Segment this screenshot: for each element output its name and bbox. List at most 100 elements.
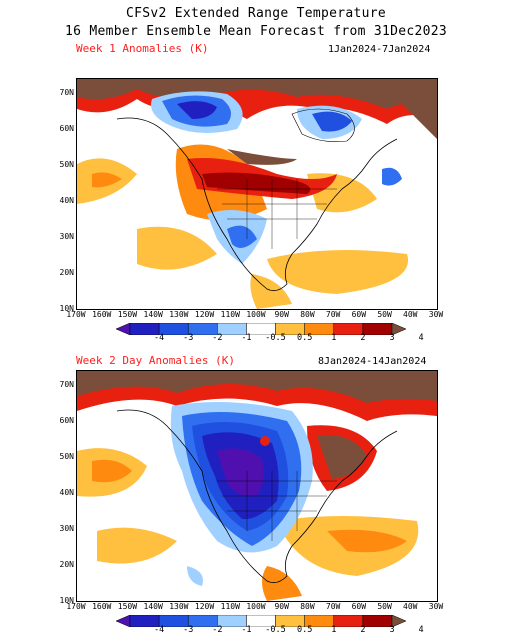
map1-lon-40w: 40W (403, 310, 418, 319)
map2-lon-130w: 130W (169, 602, 189, 611)
map2-eastcan-brown (317, 435, 367, 479)
map1-hudson-blue (312, 111, 352, 132)
map1-lon-130w: 130W (169, 310, 189, 319)
map2-coastline (116, 409, 398, 584)
map1-lon-140w: 140W (143, 310, 163, 319)
map1-hudson-coast (291, 108, 355, 142)
map1-atlantic-warm (267, 250, 409, 294)
map1-subtropic-warm (137, 226, 217, 270)
map1-lon-110w: 110W (220, 310, 240, 319)
map2-colorbar-label: -1 (241, 625, 252, 635)
map2-title: Week 2 Day Anomalies (K) (76, 354, 235, 367)
figure-title-line2: 16 Member Ensemble Mean Forecast from 31… (65, 24, 447, 39)
map2-caribbean-warm (262, 566, 302, 601)
map2-lat-10n: 10N (59, 596, 74, 605)
map2-arctic-brown (77, 371, 437, 403)
map2-pacific-orange (92, 459, 132, 483)
map2-lon-80w: 80W (300, 602, 315, 611)
map1-lat-70n: 70N (59, 88, 74, 97)
map2-lon-150w: 150W (117, 602, 138, 611)
map2-lon-120w: 120W (194, 602, 215, 611)
map1-colorbar-label: 1 (331, 333, 337, 343)
map2-lon-30w: 30W (428, 602, 444, 611)
map1-lon-160w: 160W (92, 310, 112, 319)
map1-lon-170w: 170W (66, 310, 86, 319)
map2-lon-40w: 40W (403, 602, 418, 611)
map2-lon-160w: 160W (92, 602, 112, 611)
map2-lon-110w: 110W (220, 602, 240, 611)
map1-colorbar-label: 4 (418, 333, 424, 343)
map1-atlantic-cold (382, 167, 402, 186)
map1-colorbar (115, 320, 407, 336)
map2-colorbar-low-cap (115, 614, 131, 628)
map2-anomaly-map (76, 370, 438, 602)
map1-lon-30w: 30W (428, 310, 444, 319)
map2-colorbar-label: 4 (418, 625, 424, 635)
map1-colorbar-label: 3 (389, 333, 395, 343)
map2-lon-170w: 170W (66, 602, 86, 611)
map2-colorbar-label: -2 (212, 625, 223, 635)
map1-pacific-warm2 (92, 172, 122, 188)
map1-lat-40n: 40N (59, 196, 74, 205)
map1-caribbean-warm (250, 274, 292, 309)
map1-lat-20n: 20N (59, 268, 74, 277)
map1-lon-70w: 70W (325, 310, 341, 319)
map1-svg (77, 79, 437, 309)
map1-lon-100w: 100W (246, 310, 266, 319)
map1-colorbar-label: 0.5 (296, 333, 313, 343)
map2-lon-140w: 140W (143, 602, 163, 611)
map1-colorbar-high-cap (391, 322, 407, 336)
map1-colorbar-label: 2 (360, 333, 366, 343)
map1-lat-10n: 10N (59, 304, 74, 313)
map2-atlantic-orange (327, 529, 407, 553)
map2-colorbar-label: 0.5 (296, 625, 313, 635)
map2-colorbar (115, 612, 407, 628)
map2-pacific-cold (187, 566, 203, 586)
map2-lon-90w: 90W (274, 602, 289, 611)
map1-colorbar-label: -4 (153, 333, 165, 343)
map2-colorbar-label: -0.5 (265, 625, 286, 635)
map2-lat-70n: 70N (59, 380, 74, 389)
map1-title: Week 1 Anomalies (K) (76, 42, 209, 55)
map2-lat-40n: 40N (59, 488, 74, 497)
map2-colorbar-label: -3 (183, 625, 194, 635)
map1-date-range: 1Jan2024-7Jan2024 (328, 44, 431, 55)
map1-nw-cold-indigo (177, 101, 217, 119)
map2-colorbar-label: -4 (153, 625, 165, 635)
map1-canada-darkred (202, 172, 311, 194)
map2-lat-20n: 20N (59, 560, 74, 569)
map2-colorbar-label: 2 (360, 625, 366, 635)
map1-colorbar-svg (115, 322, 407, 336)
map1-arctic-brown (77, 79, 437, 109)
map2-svg (77, 371, 437, 601)
map1-colorbar-label: -2 (212, 333, 223, 343)
map2-colorbar-label: 3 (389, 625, 395, 635)
map1-lon-120w: 120W (194, 310, 215, 319)
map2-hudson-warm (260, 436, 270, 446)
map1-mid-brown (227, 149, 297, 165)
map2-colorbar-label: 1 (331, 625, 337, 635)
map2-state-lines (217, 471, 337, 541)
map1-lon-150w: 150W (117, 310, 138, 319)
map2-colorbar-high-cap (391, 614, 407, 628)
map2-date-range: 8Jan2024-14Jan2024 (318, 356, 427, 367)
map2-lon-70w: 70W (325, 602, 341, 611)
map1-colorbar-label: -0.5 (265, 333, 286, 343)
map2-lat-50n: 50N (59, 452, 74, 461)
map1-colorbar-label: -1 (241, 333, 252, 343)
map1-colorbar-low-cap (115, 322, 131, 336)
map1-lat-60n: 60N (59, 124, 74, 133)
map2-lat-60n: 60N (59, 416, 74, 425)
map1-lat-30n: 30N (59, 232, 74, 241)
map1-lon-60w: 60W (351, 310, 367, 319)
figure-title-line1: CFSv2 Extended Range Temperature (125, 6, 387, 21)
map2-subtropic-warm (97, 527, 177, 564)
map1-us-cold-blue (227, 225, 257, 248)
map1-colorbar-label: -3 (183, 333, 194, 343)
map1-anomaly-map (76, 78, 438, 310)
map2-lon-100w: 100W (246, 602, 266, 611)
map1-lon-80w: 80W (300, 310, 315, 319)
map1-lat-50n: 50N (59, 160, 74, 169)
map1-greenland-brown (377, 79, 437, 139)
map1-state-lines (217, 179, 337, 249)
